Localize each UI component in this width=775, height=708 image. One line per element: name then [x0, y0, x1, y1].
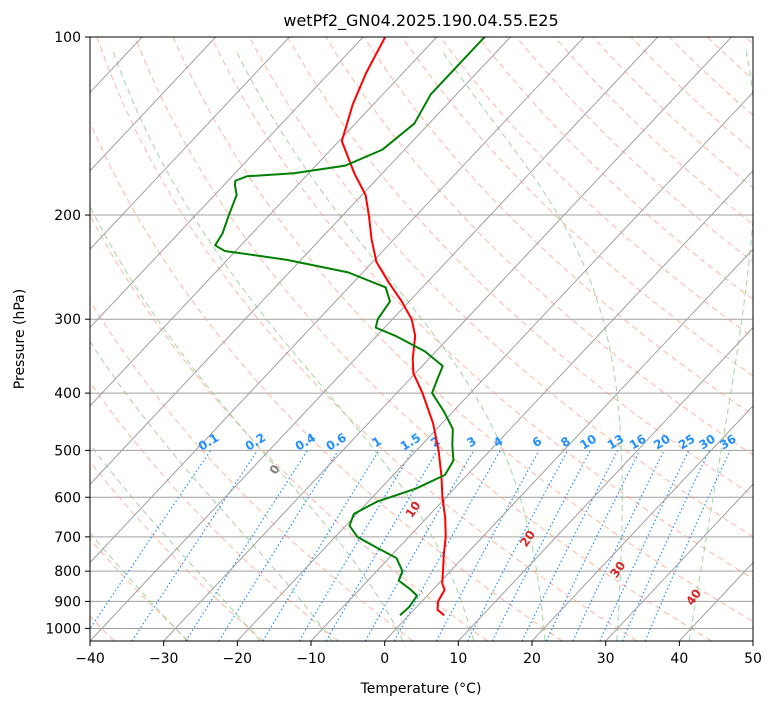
x-tick-label: 40	[670, 651, 688, 667]
mixing-ratio-line	[572, 450, 665, 641]
mixing-ratio-line	[218, 450, 339, 641]
dry-adiabat-line	[554, 37, 753, 226]
x-tick-label: 50	[744, 651, 762, 667]
sounding-series	[214, 37, 486, 617]
y-tick-label: 100	[54, 30, 81, 46]
isotherm-line	[90, 37, 585, 564]
dewpoint-profile-line	[214, 37, 486, 617]
mixing-ratio-line	[545, 450, 641, 641]
y-tick-label: 200	[54, 208, 81, 224]
dry-adiabat-line	[249, 37, 753, 538]
chart-title: wetPf2_GN04.2025.190.04.55.E25	[283, 11, 558, 31]
dry-adiabat-line	[172, 37, 753, 623]
isotherm-line	[90, 37, 364, 329]
isotherm-line	[90, 37, 659, 641]
isotherm-line	[90, 37, 217, 172]
moist-adiabat-line	[440, 49, 623, 641]
x-tick-label: 30	[597, 651, 615, 667]
x-tick-label: 0	[380, 651, 389, 667]
moist-adiabats	[90, 49, 753, 641]
y-tick-label: 500	[54, 443, 81, 459]
mixing-ratio-line	[325, 450, 439, 641]
temperature-profile-line	[340, 37, 447, 617]
y-tick-label: 800	[54, 564, 81, 580]
isotherm-line	[605, 483, 753, 641]
mixing-ratio-line	[393, 450, 501, 641]
dry-adiabat-line	[287, 37, 753, 497]
y-axis-label: Pressure (hPa)	[12, 289, 28, 389]
x-tick-label: −40	[75, 651, 105, 667]
isotherm-line	[90, 37, 511, 485]
mixing-ratio-line	[621, 450, 710, 641]
mixing-ratio-line	[298, 450, 414, 641]
dry-adiabat-line	[516, 37, 753, 263]
mixing-ratio-line	[521, 450, 619, 641]
y-tick-label: 300	[54, 312, 81, 328]
moist-adiabat-line	[235, 49, 546, 641]
isotherm-line	[384, 248, 753, 641]
isotherm-line	[236, 91, 753, 641]
y-tick-label: 600	[54, 490, 81, 506]
dry-adiabat-line	[325, 37, 753, 456]
dry-adiabat-line	[363, 37, 753, 416]
plot-frame	[89, 36, 754, 642]
x-axis-label: Temperature (°C)	[360, 681, 482, 697]
dry-adiabat-line	[134, 37, 712, 641]
y-tick-label: 1000	[45, 621, 81, 637]
x-tick-label: −20	[223, 651, 253, 667]
dry-adiabat-line	[96, 37, 638, 641]
y-tick-label: 900	[54, 594, 81, 610]
mixing-ratio-line	[262, 450, 380, 641]
x-tick-label: −30	[149, 651, 179, 667]
y-tick-label: 700	[54, 530, 81, 546]
y-tick-label: 400	[54, 386, 81, 402]
mixing-ratio-line	[599, 450, 690, 641]
x-axis-ticks: −40 −30 −20 −10 0 10 20 30 40 50	[75, 641, 762, 667]
isotherm-line	[163, 37, 732, 641]
dry-adiabat-line	[90, 538, 190, 641]
plot-area: 0.10.20.40.611.52346810131620253036-100-…	[90, 37, 753, 641]
moist-adiabat-line	[90, 443, 261, 641]
moist-adiabat-line	[111, 49, 475, 641]
mixing-ratio-line	[185, 450, 309, 641]
dry-adiabat-line	[90, 121, 563, 641]
mixing-ratio-line	[435, 450, 540, 641]
isotherm-line	[310, 170, 753, 641]
x-tick-label: 20	[523, 651, 541, 667]
dry-adiabat-line	[401, 37, 753, 377]
moist-adiabat-line	[90, 340, 333, 641]
isotherm-line	[531, 405, 753, 641]
moist-adiabat-line	[688, 49, 753, 641]
x-tick-label: −10	[296, 651, 326, 667]
dry-adiabat-line	[210, 37, 753, 580]
y-axis-ticks: 100 200 300 400 500 600 700 800 900 1000	[45, 30, 90, 637]
dry-adiabat-line	[90, 381, 339, 641]
isotherm-line	[90, 37, 290, 250]
mixing-ratio-lines	[90, 450, 731, 641]
isotherm-line	[457, 326, 753, 641]
mixing-ratio-line	[364, 450, 475, 641]
x-tick-label: 10	[449, 651, 467, 667]
